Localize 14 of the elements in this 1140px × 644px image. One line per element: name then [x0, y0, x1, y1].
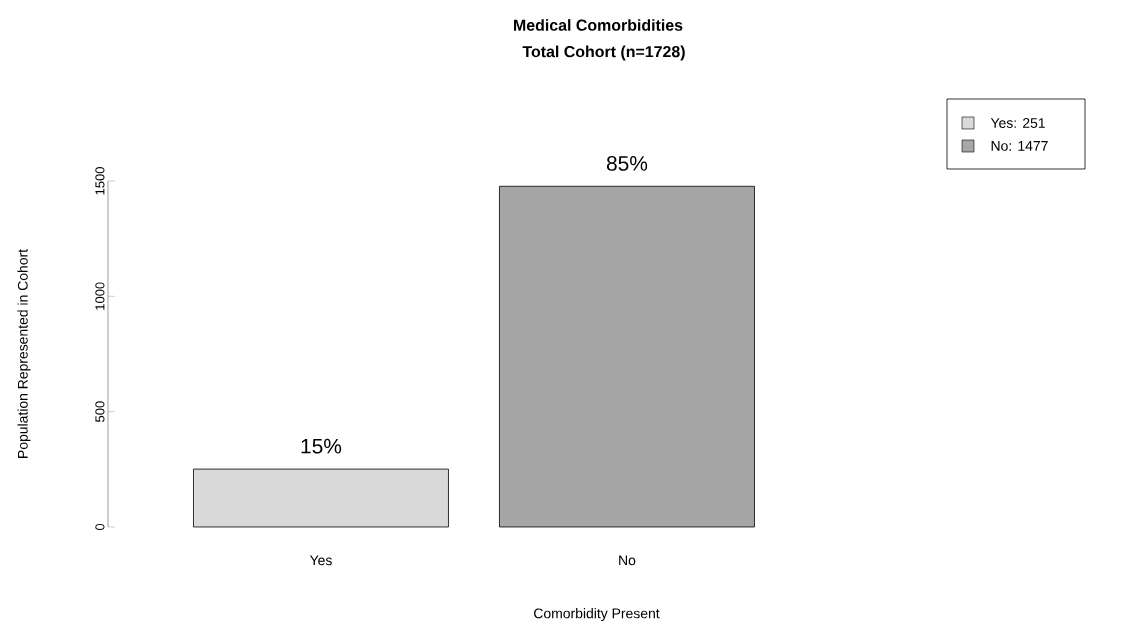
x-tick-label: Yes	[309, 555, 332, 566]
y-tick-label: 1500	[95, 167, 105, 195]
annotation: 85%	[606, 155, 648, 171]
chart-subtitle: Total Cohort (n=1728)	[522, 45, 685, 61]
y-tick-label: 1000	[95, 282, 105, 310]
legend-label: Yes: 251	[990, 118, 1045, 128]
y-tick-label: 500	[95, 401, 105, 422]
chart-title: Medical Comorbidities	[514, 19, 683, 31]
y-tick-label: 0	[95, 523, 105, 531]
annotation: 15%	[301, 438, 342, 454]
x-axis-title: Comorbidity Present	[534, 608, 660, 622]
legend-label: No: 1477	[991, 141, 1048, 151]
y-axis-title: Population Represented in Cohort	[17, 249, 31, 458]
x-tick-label: No	[619, 555, 636, 566]
